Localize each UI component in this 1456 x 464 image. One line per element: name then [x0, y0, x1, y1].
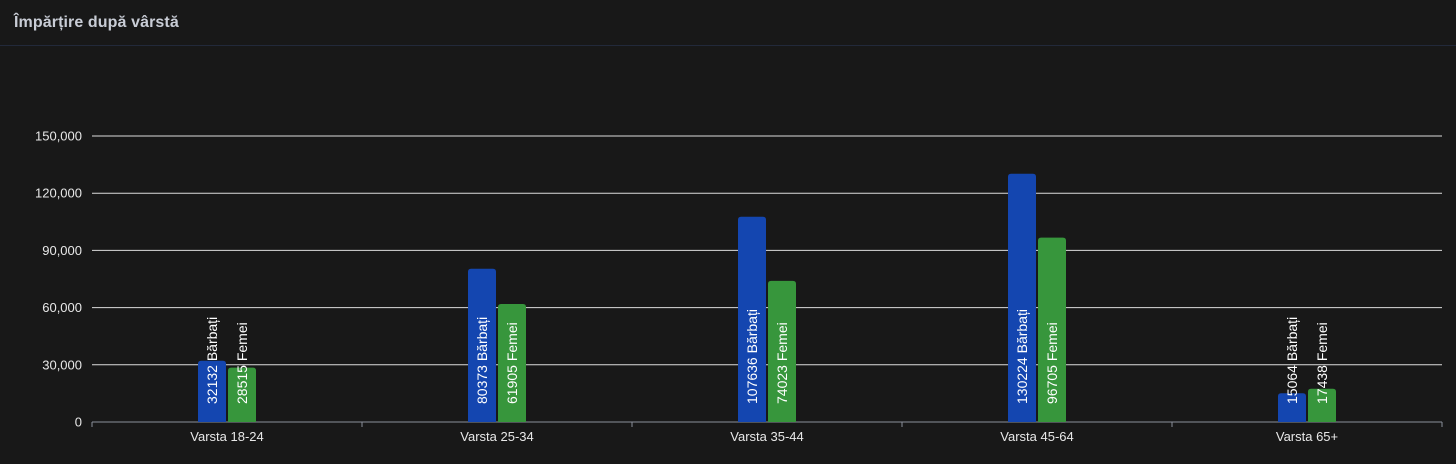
y-tick-label: 90,000 [42, 243, 82, 258]
x-tick-label: Varsta 65+ [1276, 429, 1338, 444]
bar [1038, 237, 1066, 422]
x-tick-label: Varsta 18-24 [190, 429, 263, 444]
bar-value-label: 96705 Femei [1044, 322, 1060, 404]
y-tick-label: 60,000 [42, 300, 82, 315]
y-tick-label: 0 [75, 415, 82, 430]
bar [228, 367, 256, 422]
bar-value-label: 130224 Bărbați [1014, 309, 1030, 404]
panel-title[interactable]: Împărțire după vârstă [14, 13, 179, 31]
bar-value-label: 28515 Femei [234, 322, 250, 404]
bar [1278, 393, 1306, 422]
bar [1008, 173, 1036, 422]
y-tick-label: 150,000 [35, 129, 82, 144]
bar-value-label: 15064 Bărbați [1284, 317, 1300, 404]
bar [468, 268, 496, 422]
bar-value-label: 80373 Bărbați [474, 317, 490, 404]
bar [738, 216, 766, 422]
bar-value-label: 32132 Bărbați [204, 317, 220, 404]
x-tick-label: Varsta 35-44 [730, 429, 803, 444]
bar-value-label: 107636 Bărbați [744, 309, 760, 404]
bar [198, 360, 226, 422]
bar-value-label: 74023 Femei [774, 322, 790, 404]
x-tick-label: Varsta 25-34 [460, 429, 533, 444]
bar [1308, 388, 1336, 422]
y-tick-label: 120,000 [35, 186, 82, 201]
bar-value-label: 17438 Femei [1314, 322, 1330, 404]
y-tick-label: 30,000 [42, 357, 82, 372]
bar [768, 280, 796, 422]
bar-value-label: 61905 Femei [504, 322, 520, 404]
bar [498, 303, 526, 422]
x-tick-label: Varsta 45-64 [1000, 429, 1073, 444]
panel-header: Împărțire după vârstă [0, 0, 1456, 46]
